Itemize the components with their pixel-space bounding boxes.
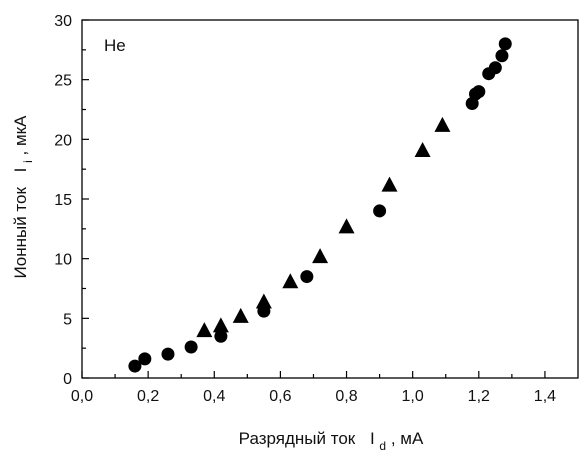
y-tick-label: 15 xyxy=(54,192,72,209)
circle-data-point xyxy=(214,329,228,343)
y-axis-symbol: I xyxy=(11,168,30,173)
y-tick-label: 0 xyxy=(63,371,72,388)
x-tick-label: 0,0 xyxy=(71,388,93,405)
x-tick-label: 0,8 xyxy=(335,388,357,405)
y-tick-label: 20 xyxy=(54,132,72,149)
circle-data-point xyxy=(300,270,314,284)
x-tick-label: 1,2 xyxy=(468,388,490,405)
y-tick-labels: 0 5 10 15 20 25 30 xyxy=(54,13,72,388)
triangle-data-point xyxy=(282,273,299,289)
plot-frame xyxy=(81,19,579,379)
tick-marks xyxy=(81,19,546,379)
x-tick-label: 0,4 xyxy=(203,388,225,405)
circle-data-point xyxy=(138,352,152,366)
triangle-data-point xyxy=(212,317,229,333)
circle-data-point xyxy=(495,49,509,63)
y-tick-label: 5 xyxy=(63,311,72,328)
triangle-data-point xyxy=(434,116,451,132)
circle-data-point xyxy=(373,204,387,218)
triangle-data-point xyxy=(232,307,249,323)
x-axis-symbol: I xyxy=(370,429,375,448)
x-axis-label-text: Разрядный ток xyxy=(239,429,356,448)
circle-data-point xyxy=(128,359,142,373)
gas-annotation: He xyxy=(104,36,126,55)
data-points xyxy=(128,37,512,373)
triangle-data-point xyxy=(312,248,329,264)
x-axis-title: Разрядный ток I d , мА xyxy=(239,429,424,450)
y-axis-title: Ионный ток I i , мкА xyxy=(11,115,36,279)
x-axis-unit: , мА xyxy=(391,429,424,448)
circle-data-point xyxy=(184,340,198,354)
x-tick-labels: 0,0 0,2 0,4 0,6 0,8 1,0 1,2 1,4 xyxy=(71,388,556,405)
x-tick-label: 0,2 xyxy=(137,388,159,405)
x-axis-subscript: d xyxy=(379,439,386,450)
y-tick-label: 10 xyxy=(54,252,72,269)
y-tick-label: 25 xyxy=(54,73,72,90)
x-tick-label: 0,6 xyxy=(269,388,291,405)
y-axis-unit: , мкА xyxy=(11,115,30,156)
triangle-data-point xyxy=(338,218,355,234)
triangle-data-point xyxy=(381,176,398,192)
circle-data-point xyxy=(488,61,502,75)
y-axis-subscript: i xyxy=(21,160,35,163)
x-tick-label: 1,0 xyxy=(402,388,424,405)
circle-data-point xyxy=(161,347,175,361)
y-tick-label: 30 xyxy=(54,13,72,30)
triangle-data-point xyxy=(255,293,272,309)
triangle-data-point xyxy=(414,141,431,157)
circle-data-point xyxy=(498,37,512,51)
y-axis-label-text: Ионный ток xyxy=(11,187,30,279)
circle-data-point xyxy=(472,85,486,99)
x-tick-label: 1,4 xyxy=(534,388,556,405)
triangle-data-point xyxy=(196,322,213,338)
